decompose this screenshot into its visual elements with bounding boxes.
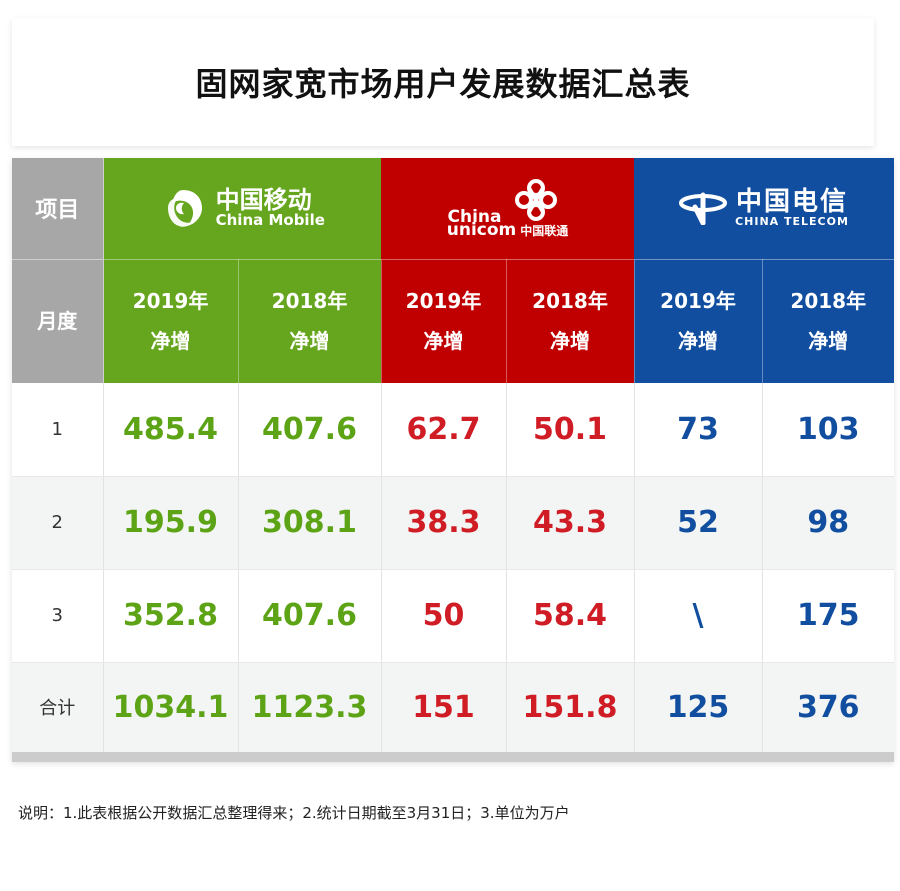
table-cell: 1123.3	[238, 662, 382, 762]
table-cell: 38.3	[381, 476, 507, 570]
col-header-telecom-2018: 2018年 净增	[762, 259, 894, 384]
china-unicom-cn-name: 中国联通	[520, 223, 569, 238]
table-cell: 98	[762, 476, 894, 570]
table-cell: \	[634, 569, 763, 663]
table-cell: 73	[634, 383, 763, 477]
month-header: 月度	[12, 259, 104, 384]
table-cell: 195.9	[103, 476, 239, 570]
row-label: 2	[12, 476, 104, 570]
china-mobile-header: 中国移动 China Mobile	[103, 158, 381, 260]
col-header-unicom-2019: 2019年 净增	[381, 259, 507, 384]
table-cell: 103	[762, 383, 894, 477]
data-table: 项目 中国移动 China Mobile	[12, 158, 894, 762]
table-cell: 376	[762, 662, 894, 762]
row-label: 合计	[12, 662, 104, 762]
table-cell: 175	[762, 569, 894, 663]
table-cell: 52	[634, 476, 763, 570]
item-header: 项目	[12, 158, 104, 260]
table-cell: 151	[381, 662, 507, 762]
table-cell: 151.8	[506, 662, 635, 762]
china-unicom-en-line1: China	[447, 206, 502, 227]
table-cell: 1034.1	[103, 662, 239, 762]
table-cell: 58.4	[506, 569, 635, 663]
col-header-telecom-2019: 2019年 净增	[634, 259, 763, 384]
table-cell: 125	[634, 662, 763, 762]
row-label: 1	[12, 383, 104, 477]
col-header-mobile-2018: 2018年 净增	[238, 259, 382, 384]
china-mobile-logo-icon	[167, 190, 202, 228]
table-cell: 485.4	[103, 383, 239, 477]
china-telecom-cn-name: 中国电信	[735, 186, 848, 217]
footnote: 说明：1.此表根据公开数据汇总整理得来；2.统计日期截至3月31日；3.单位为万…	[18, 804, 570, 822]
table-cell: 407.6	[238, 383, 382, 477]
china-telecom-en-name: CHINA TELECOM	[735, 215, 849, 229]
china-mobile-en-name: China Mobile	[215, 210, 325, 229]
page-title: 固网家宽市场用户发展数据汇总表	[195, 65, 691, 103]
table-cell: 308.1	[238, 476, 382, 570]
col-header-mobile-2019: 2019年 净增	[103, 259, 239, 384]
china-unicom-knot-icon	[515, 178, 558, 221]
data-table-wrapper: 项目 中国移动 China Mobile	[12, 158, 894, 762]
table-cell: 407.6	[238, 569, 382, 663]
china-unicom-header: China unicom	[381, 158, 634, 260]
table-cell: 352.8	[103, 569, 239, 663]
row-label: 3	[12, 569, 104, 663]
table-cell: 50	[381, 569, 507, 663]
carrier-header-row: 项目 中国移动 China Mobile	[12, 158, 894, 260]
china-telecom-logo-icon	[679, 192, 728, 226]
table-cell: 50.1	[506, 383, 635, 477]
table-cell: 62.7	[381, 383, 507, 477]
china-mobile-cn-name: 中国移动	[215, 185, 312, 214]
china-unicom-en-line2: unicom	[446, 219, 517, 240]
china-telecom-header: 中国电信 CHINA TELECOM	[634, 158, 894, 260]
table-row: 1 485.4 407.6 62.7 50.1 73 103	[12, 383, 894, 477]
title-card: 固网家宽市场用户发展数据汇总表	[12, 18, 874, 146]
table-row: 3 352.8 407.6 50 58.4 \ 175	[12, 569, 894, 663]
table-cell: 43.3	[506, 476, 635, 570]
col-header-unicom-2018: 2018年 净增	[506, 259, 635, 384]
year-header-row: 月度 2019年 净增 2018年 净增 2019年 净增 2018年 净增 2…	[12, 259, 894, 384]
total-row: 合计 1034.1 1123.3 151 151.8 125 376	[12, 662, 894, 762]
table-row: 2 195.9 308.1 38.3 43.3 52 98	[12, 476, 894, 570]
